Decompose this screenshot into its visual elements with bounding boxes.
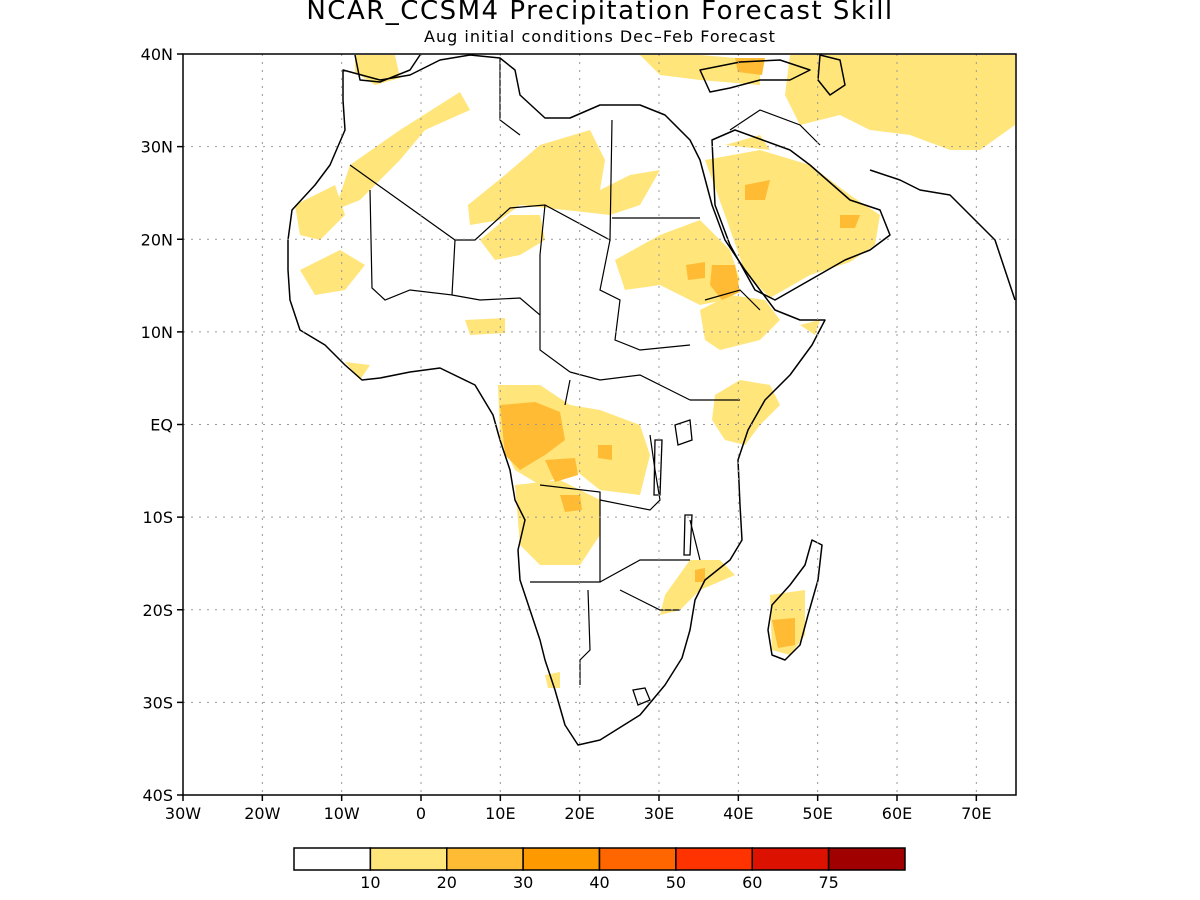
lat-label: 20N bbox=[141, 230, 173, 249]
skill-region-chad bbox=[480, 215, 545, 260]
skill-region-egypt-coast bbox=[725, 135, 770, 150]
lat-label: 30N bbox=[141, 138, 173, 157]
skill-region-namibia-coast bbox=[545, 672, 560, 688]
skill-region-west-coast bbox=[300, 250, 365, 295]
graticule bbox=[183, 54, 1016, 795]
country-borders bbox=[349, 58, 821, 685]
skill-region-arabia-east-core bbox=[840, 215, 860, 228]
lon-label: 60E bbox=[882, 804, 912, 823]
skill-region-sahara bbox=[335, 92, 470, 210]
legend-swatch bbox=[598, 847, 677, 871]
europe-coastline bbox=[354, 54, 421, 83]
lon-label: 20W bbox=[244, 804, 280, 823]
lat-label: 30S bbox=[142, 693, 173, 712]
legend-tick-label: 60 bbox=[742, 873, 762, 892]
skill-region-central-sahara bbox=[468, 130, 660, 225]
legend-swatch bbox=[675, 847, 753, 871]
caspian-coastline bbox=[817, 54, 846, 96]
skill-region-angola bbox=[515, 480, 600, 565]
legend-tick-label: 10 bbox=[360, 873, 380, 892]
skill-region-arabia-core bbox=[745, 180, 770, 200]
map-title: NCAR_CCSM4 Precipitation Forecast Skill bbox=[306, 0, 894, 26]
skill-region-somalia bbox=[800, 320, 820, 335]
lat-label: 10N bbox=[141, 323, 173, 342]
lon-label: 70E bbox=[961, 804, 991, 823]
arabia-coastline bbox=[711, 129, 891, 301]
legend-swatch bbox=[446, 847, 524, 871]
skill-region-ethiopia bbox=[700, 295, 780, 350]
skill-region-ethiopia-core bbox=[710, 265, 740, 300]
legend-tick-label: 30 bbox=[513, 873, 533, 892]
legend-swatch bbox=[827, 847, 906, 871]
skill-region-drc-core bbox=[598, 445, 612, 460]
lon-label: 10E bbox=[485, 804, 515, 823]
skill-region-gabon-core bbox=[500, 402, 565, 470]
map-subtitle: Aug initial conditions Dec–Feb Forecast bbox=[424, 27, 776, 46]
skill-region-angola-core bbox=[560, 495, 582, 512]
skill-shading bbox=[295, 55, 1015, 688]
skill-region-iberia bbox=[355, 55, 400, 85]
skill-region-kenya bbox=[712, 380, 780, 445]
skill-region-mozambique bbox=[660, 560, 735, 615]
lon-label: 50E bbox=[802, 804, 832, 823]
lat-label: 40N bbox=[141, 45, 173, 64]
lon-label: 30E bbox=[644, 804, 674, 823]
lat-label: 20S bbox=[142, 601, 173, 620]
skill-region-ghana-coast bbox=[345, 362, 370, 380]
lat-label: 40S bbox=[142, 786, 173, 805]
lat-label: 10S bbox=[142, 508, 173, 527]
asia-coastline bbox=[869, 169, 1016, 301]
skill-region-sudan bbox=[615, 220, 740, 305]
legend-swatch bbox=[751, 847, 830, 871]
lon-label: 0 bbox=[416, 804, 426, 823]
skill-region-sudan-core bbox=[686, 262, 705, 280]
coastlines bbox=[287, 54, 1016, 746]
lon-label: 10W bbox=[324, 804, 360, 823]
lon-label: 20E bbox=[564, 804, 594, 823]
lon-label: 40E bbox=[723, 804, 753, 823]
madagascar-coastline bbox=[767, 539, 823, 661]
longitude-labels: 30W 20W 10W 0 10E 20E 30E 40E 50E 60E 70E bbox=[165, 795, 992, 823]
africa-coastline bbox=[287, 54, 826, 746]
turkey-coastline bbox=[699, 59, 811, 93]
skill-region-mauritania bbox=[295, 185, 345, 240]
lat-label: EQ bbox=[150, 416, 173, 435]
legend-tick-label: 50 bbox=[666, 873, 686, 892]
skill-region-madagascar-core bbox=[772, 618, 795, 648]
skill-region-congo-core bbox=[545, 458, 578, 482]
lon-label: 30W bbox=[165, 804, 201, 823]
legend-swatch bbox=[522, 847, 601, 871]
color-legend: 10 20 30 40 50 60 75 bbox=[293, 847, 906, 892]
legend-tick-label: 40 bbox=[589, 873, 609, 892]
skill-region-iran bbox=[785, 55, 1015, 150]
legend-tick-label: 75 bbox=[818, 873, 838, 892]
legend-swatch bbox=[293, 847, 372, 871]
legend-tick-label: 20 bbox=[437, 873, 457, 892]
skill-region-nigeria bbox=[465, 318, 505, 335]
skill-region-mozambique-core bbox=[695, 568, 705, 582]
latitude-labels: 40N 30N 20N 10N EQ 10S 20S 30S 40S bbox=[141, 45, 183, 805]
lakes bbox=[632, 419, 693, 706]
legend-swatch bbox=[369, 847, 448, 871]
